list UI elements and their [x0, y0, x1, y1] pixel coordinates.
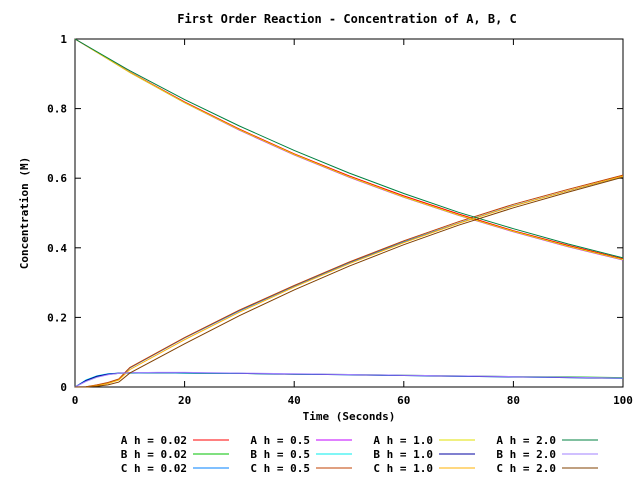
x-tick-label: 20: [178, 394, 191, 407]
x-tick-label: 0: [72, 394, 79, 407]
legend-label: B h = 2.0: [496, 448, 556, 461]
series-line-9: [75, 175, 624, 388]
series-line-7: [74, 38, 624, 261]
chart-title: First Order Reaction - Concentration of …: [177, 12, 517, 26]
plot-area-border: [74, 38, 624, 388]
legend-label: C h = 1.0: [373, 462, 433, 475]
x-axis-label: Time (Seconds): [303, 410, 396, 423]
y-tick-label: 0.8: [47, 103, 67, 116]
series-line-6: [74, 174, 624, 388]
legend-label: A h = 0.5: [250, 434, 310, 447]
y-tick-label: 1: [60, 33, 67, 46]
x-tick-label: 100: [613, 394, 633, 407]
legend-label: B h = 1.0: [373, 448, 433, 461]
legend-label: A h = 2.0: [496, 434, 556, 447]
series-line-1: [74, 38, 624, 260]
legend-label: B h = 0.5: [250, 448, 310, 461]
series-line-3: [74, 176, 624, 388]
series-line-11: [74, 371, 624, 388]
x-tick-label: 60: [397, 394, 410, 407]
legend-label: A h = 1.0: [373, 434, 433, 447]
legend-label: C h = 2.0: [496, 462, 556, 475]
axis-ticks: 0 20 40 60 80 100 0 0.2 0.4 0.6 0.8 1: [47, 33, 633, 407]
series-line-4: [74, 38, 624, 261]
series-line-12: [75, 176, 624, 388]
legend: A h = 0.02B h = 0.02C h = 0.02A h = 0.5B…: [121, 434, 598, 475]
legend-label: C h = 0.5: [250, 462, 310, 475]
y-tick-label: 0: [60, 381, 67, 394]
legend-label: A h = 0.02: [121, 434, 187, 447]
legend-label: C h = 0.02: [121, 462, 187, 475]
legend-label: B h = 0.02: [121, 448, 187, 461]
x-tick-label: 80: [507, 394, 520, 407]
x-tick-label: 40: [288, 394, 301, 407]
y-tick-label: 0.2: [47, 311, 67, 324]
y-tick-label: 0.4: [47, 242, 67, 255]
series-line-10: [74, 38, 624, 259]
y-tick-label: 0.6: [47, 172, 67, 185]
series-lines: [74, 38, 624, 388]
y-axis-label: Concentration (M): [18, 157, 31, 270]
